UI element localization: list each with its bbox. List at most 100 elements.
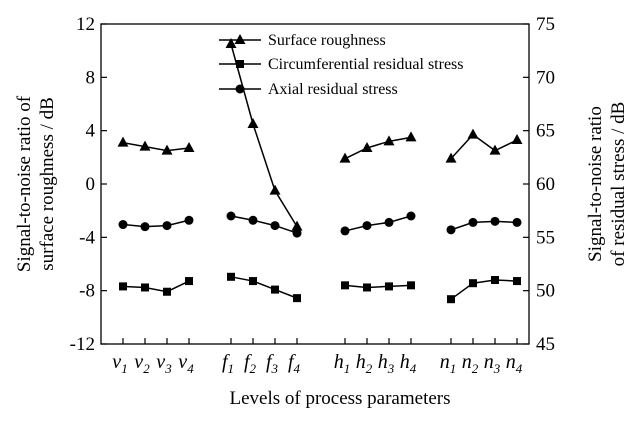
- series-line: [344, 136, 412, 160]
- data-point: [119, 282, 127, 291]
- data-point: [163, 287, 171, 296]
- data-point: [292, 228, 302, 238]
- legend-marker: [234, 34, 246, 44]
- y-axis-title-left: Signal-to-noise ratio of surface roughnes…: [14, 95, 58, 272]
- right-y-tick-label: 60: [536, 174, 555, 195]
- data-point: [293, 294, 301, 303]
- data-point: [161, 144, 173, 155]
- legend-marker: [235, 84, 245, 94]
- series-circumferential-residual-stress: [119, 272, 521, 304]
- right-y-tick-label: 55: [536, 227, 555, 248]
- legend-label: Axial residual stress: [268, 81, 398, 98]
- series-line: [450, 133, 518, 160]
- right-y-tick-label: 50: [536, 281, 555, 302]
- data-point: [271, 285, 279, 294]
- data-point: [468, 217, 478, 227]
- legend-item: Axial residual stress: [219, 81, 398, 98]
- data-point: [139, 140, 151, 151]
- data-point: [385, 282, 393, 291]
- data-point: [269, 184, 281, 195]
- data-point: [490, 216, 500, 226]
- series-line: [122, 141, 190, 152]
- left-y-tick-label: -12: [70, 334, 95, 355]
- x-tick-label: f1: [222, 351, 234, 376]
- data-point: [467, 128, 479, 139]
- legend-label: Circumferential residual stress: [268, 56, 464, 73]
- x-tick-label: h2: [356, 351, 373, 376]
- series-line: [122, 219, 190, 228]
- x-tick-label: n4: [506, 351, 523, 376]
- left-y-tick-label: -4: [79, 227, 95, 248]
- left-y-tick-label: -8: [79, 281, 95, 302]
- right-y-tick-label: 70: [536, 67, 555, 88]
- data-point: [513, 277, 521, 286]
- left-y-tick-label: 8: [86, 67, 96, 88]
- x-tick-label: f4: [288, 351, 301, 376]
- series-line: [122, 280, 190, 293]
- x-tick-label: v2: [134, 351, 150, 376]
- x-tick-label: n2: [462, 351, 479, 376]
- data-point: [445, 152, 457, 163]
- data-point: [406, 211, 416, 221]
- data-point: [247, 118, 259, 128]
- right-y-tick-label: 45: [536, 334, 555, 355]
- series-line: [450, 220, 518, 231]
- x-tick-label: n1: [440, 351, 457, 376]
- data-point: [270, 221, 280, 231]
- y-axis-title-right: Signal-to-noise ratio of residual stress …: [585, 102, 629, 267]
- data-point: [184, 215, 194, 225]
- data-point: [384, 217, 394, 227]
- data-point: [249, 277, 257, 286]
- left-y-tick-label: 4: [86, 121, 96, 142]
- x-tick-label: f2: [244, 351, 257, 376]
- legend-marker: [236, 60, 244, 68]
- data-point: [141, 283, 149, 292]
- data-point: [489, 144, 501, 155]
- data-point: [446, 225, 456, 235]
- right-y-tick-label: 65: [536, 121, 555, 142]
- data-point: [183, 142, 195, 152]
- data-point: [291, 220, 303, 231]
- legend-item: Circumferential residual stress: [219, 56, 464, 73]
- series-line: [344, 284, 412, 289]
- data-point: [341, 281, 349, 290]
- data-point: [227, 272, 235, 281]
- data-point: [185, 277, 193, 286]
- data-point: [405, 131, 417, 142]
- right-y-tick-label: 75: [536, 14, 555, 35]
- data-point: [162, 221, 172, 231]
- data-point: [511, 134, 523, 144]
- legend-item: Surface roughness: [219, 32, 386, 49]
- x-tick-label: f3: [266, 351, 279, 376]
- data-point: [340, 226, 350, 236]
- series-line: [230, 276, 298, 299]
- data-point: [512, 217, 522, 227]
- series-line: [450, 279, 518, 300]
- data-point: [361, 142, 373, 152]
- series-line: [230, 43, 298, 228]
- data-point: [363, 283, 371, 292]
- data-point: [140, 222, 150, 232]
- series-line: [230, 215, 298, 234]
- x-tick-label: h1: [334, 351, 351, 376]
- data-point: [226, 211, 236, 221]
- x-tick-label: v4: [178, 351, 194, 376]
- legend: Surface roughness Circumferential residua…: [219, 32, 464, 98]
- data-point: [447, 295, 455, 304]
- data-point: [118, 220, 128, 230]
- x-tick-label: h3: [378, 351, 395, 376]
- x-tick-label: h4: [400, 351, 417, 376]
- x-tick-label: n3: [484, 351, 501, 376]
- data-point: [362, 221, 372, 231]
- series-layer: [117, 38, 523, 304]
- series-axial-residual-stress: [118, 211, 522, 238]
- x-axis-title: Levels of process parameters: [229, 388, 450, 409]
- data-point: [339, 152, 351, 163]
- x-tick-label: v3: [156, 351, 172, 376]
- legend-label: Surface roughness: [268, 32, 386, 49]
- data-point: [383, 135, 395, 146]
- series-line: [344, 215, 412, 232]
- data-point: [117, 136, 129, 147]
- axis-ticks: 12 8 4 0 -4 -8 -12 75 70 65 60 55 50 45 v1 v2 v3 v4 f1 f2 f3…: [70, 14, 555, 376]
